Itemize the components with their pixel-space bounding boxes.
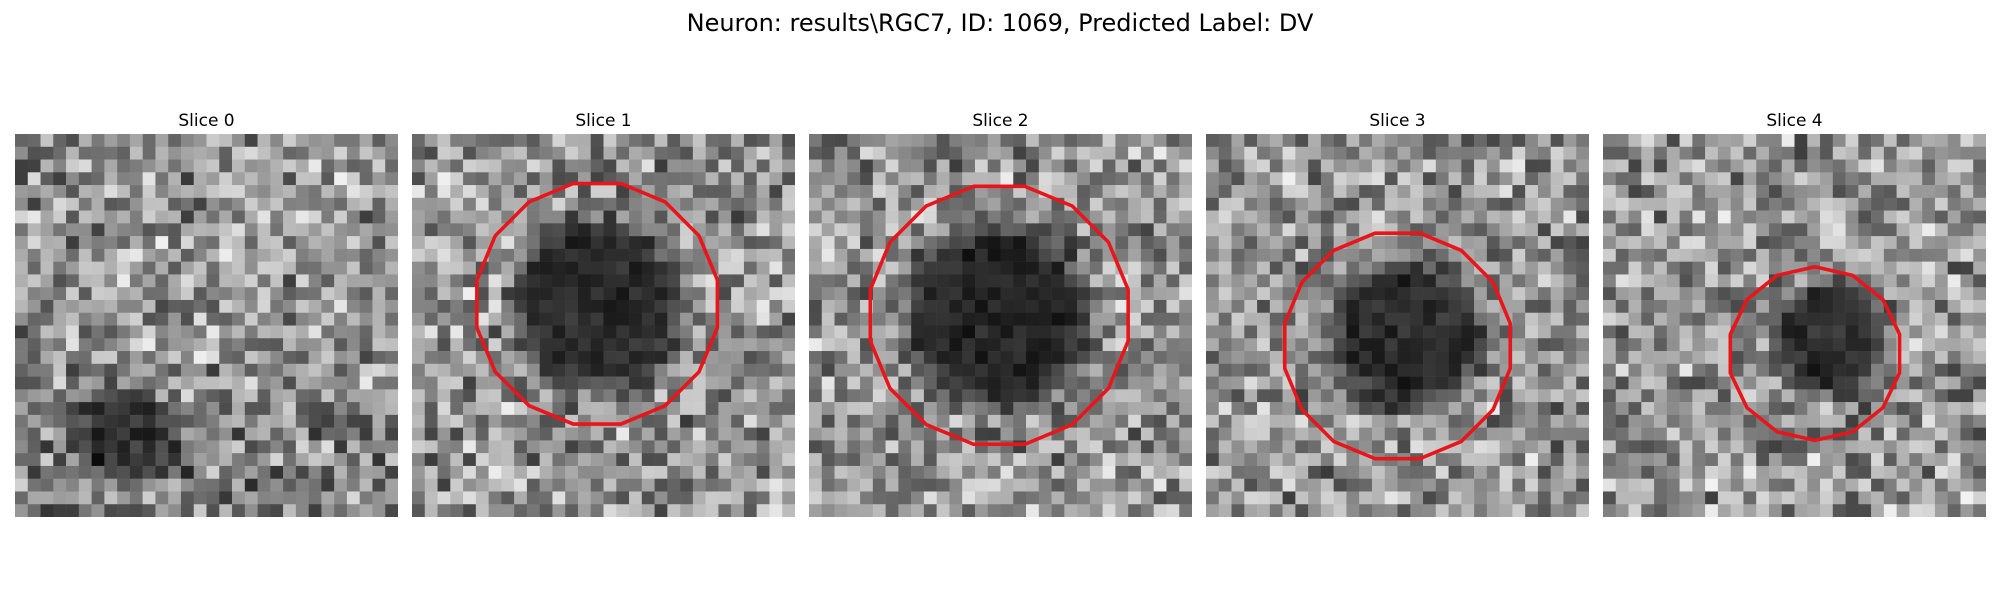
figure-title: Neuron: results\RGC7, ID: 1069, Predicte… [686, 9, 1314, 37]
roi-contour [868, 184, 1130, 447]
slice-image [809, 134, 1192, 517]
roi-contour [1282, 231, 1513, 461]
roi-contour [475, 181, 720, 426]
slice-title: Slice 4 [1766, 111, 1823, 131]
slice-title: Slice 3 [1369, 111, 1426, 131]
slice-image [1206, 134, 1589, 517]
slice-image [412, 134, 795, 517]
slice-title: Slice 0 [178, 111, 235, 131]
slice-panel-0: Slice 0 [15, 108, 398, 517]
slice-title: Slice 1 [575, 111, 632, 131]
roi-contour [1728, 264, 1902, 443]
slice-panel-3: Slice 3 [1206, 108, 1589, 517]
slice-title: Slice 2 [972, 111, 1029, 131]
grayscale-pixels [1206, 134, 1589, 517]
grayscale-pixels [412, 134, 795, 517]
slice-image [1603, 134, 1986, 517]
grayscale-pixels [1603, 134, 1986, 517]
grayscale-pixels [809, 134, 1192, 517]
slice-image [15, 134, 398, 517]
grayscale-pixels [15, 134, 398, 517]
slice-panel-1: Slice 1 [412, 108, 795, 517]
slice-panel-2: Slice 2 [809, 108, 1192, 517]
slice-panel-4: Slice 4 [1603, 108, 1986, 517]
